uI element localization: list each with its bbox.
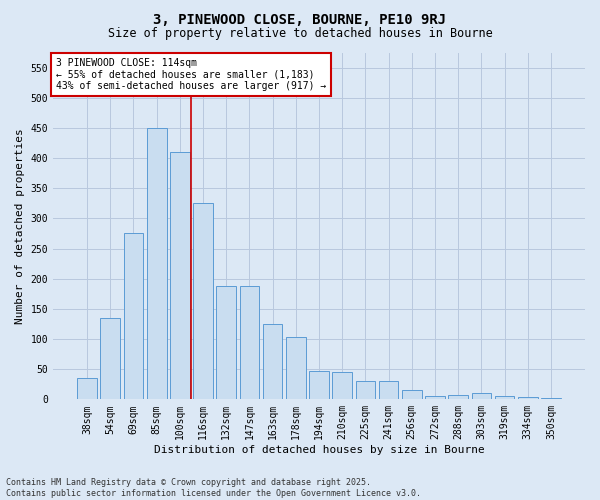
Bar [472,394,491,400]
Bar [425,396,445,400]
Text: 3, PINEWOOD CLOSE, BOURNE, PE10 9RJ: 3, PINEWOOD CLOSE, BOURNE, PE10 9RJ [154,12,446,26]
Bar [100,318,120,400]
Text: 3 PINEWOOD CLOSE: 114sqm
← 55% of detached houses are smaller (1,183)
43% of sem: 3 PINEWOOD CLOSE: 114sqm ← 55% of detach… [56,58,326,91]
Bar [217,286,236,400]
Bar [356,381,375,400]
Text: Size of property relative to detached houses in Bourne: Size of property relative to detached ho… [107,28,493,40]
X-axis label: Distribution of detached houses by size in Bourne: Distribution of detached houses by size … [154,445,484,455]
Bar [124,234,143,400]
Bar [286,337,305,400]
Bar [263,324,283,400]
Bar [495,396,514,400]
Bar [193,204,213,400]
Bar [541,398,561,400]
Bar [518,397,538,400]
Bar [147,128,167,400]
Bar [309,371,329,400]
Bar [332,372,352,400]
Text: Contains HM Land Registry data © Crown copyright and database right 2025.
Contai: Contains HM Land Registry data © Crown c… [6,478,421,498]
Bar [239,286,259,400]
Bar [77,378,97,400]
Bar [402,390,422,400]
Bar [170,152,190,400]
Y-axis label: Number of detached properties: Number of detached properties [15,128,25,324]
Bar [379,381,398,400]
Bar [448,394,468,400]
